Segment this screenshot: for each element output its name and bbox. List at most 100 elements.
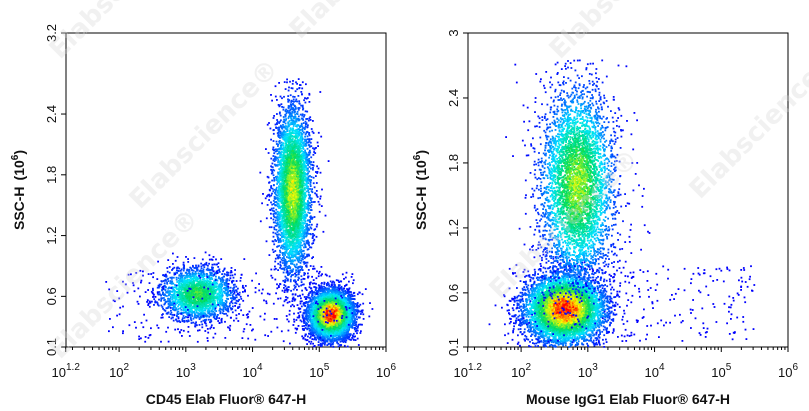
event-point bbox=[160, 283, 163, 286]
event-point bbox=[293, 230, 296, 233]
event-point bbox=[198, 318, 201, 320]
event-point bbox=[180, 289, 183, 292]
event-point bbox=[199, 306, 202, 308]
event-point bbox=[306, 147, 309, 150]
event-point bbox=[277, 284, 280, 287]
event-point bbox=[189, 313, 192, 316]
event-point bbox=[200, 287, 203, 290]
event-point bbox=[208, 316, 211, 318]
event-point bbox=[290, 101, 293, 103]
event-point bbox=[206, 297, 209, 299]
event-point bbox=[277, 127, 280, 129]
event-point bbox=[195, 264, 197, 267]
event-point bbox=[279, 192, 282, 195]
event-point bbox=[171, 298, 174, 301]
event-point bbox=[195, 314, 198, 317]
event-point bbox=[206, 273, 208, 275]
event-point bbox=[183, 297, 186, 300]
event-point bbox=[224, 306, 227, 309]
event-point bbox=[179, 298, 181, 301]
event-point bbox=[162, 280, 165, 282]
event-point bbox=[213, 300, 216, 303]
event-point bbox=[150, 290, 153, 293]
event-point bbox=[275, 177, 278, 180]
event-point bbox=[304, 256, 307, 258]
event-point bbox=[282, 126, 285, 129]
event-point bbox=[279, 221, 281, 223]
event-point bbox=[289, 280, 292, 283]
event-point bbox=[307, 189, 310, 192]
event-point bbox=[215, 289, 217, 292]
event-point bbox=[197, 285, 200, 287]
event-point bbox=[278, 213, 281, 216]
event-point bbox=[296, 249, 299, 252]
event-point bbox=[289, 108, 292, 111]
event-point bbox=[217, 262, 220, 265]
event-point bbox=[196, 268, 199, 271]
event-point bbox=[280, 126, 282, 128]
event-point bbox=[147, 273, 150, 275]
event-point bbox=[181, 288, 184, 290]
event-point bbox=[308, 138, 311, 140]
event-point bbox=[306, 248, 309, 251]
event-point bbox=[197, 277, 200, 280]
event-point bbox=[203, 303, 206, 306]
event-point bbox=[194, 272, 197, 275]
event-point bbox=[206, 292, 208, 294]
event-point bbox=[152, 289, 154, 292]
event-point bbox=[177, 277, 180, 279]
event-point bbox=[304, 244, 307, 247]
event-point bbox=[280, 132, 283, 134]
event-point bbox=[301, 87, 304, 90]
event-point bbox=[288, 265, 290, 267]
event-point bbox=[294, 200, 297, 202]
event-point bbox=[275, 194, 278, 197]
event-point bbox=[270, 207, 273, 210]
event-point bbox=[295, 98, 298, 101]
event-point bbox=[284, 122, 287, 125]
event-point bbox=[197, 282, 200, 285]
event-point bbox=[207, 302, 210, 304]
event-point bbox=[281, 289, 284, 292]
event-point bbox=[180, 297, 182, 299]
event-point bbox=[308, 223, 311, 226]
event-point bbox=[302, 127, 304, 129]
event-point bbox=[284, 196, 287, 199]
event-point bbox=[221, 304, 224, 307]
event-point bbox=[302, 215, 305, 217]
event-point bbox=[306, 255, 308, 258]
event-point bbox=[215, 263, 218, 266]
event-point bbox=[308, 149, 311, 152]
event-point bbox=[292, 260, 295, 263]
event-point bbox=[285, 148, 288, 150]
event-point bbox=[286, 146, 289, 148]
event-point bbox=[182, 297, 185, 300]
event-point bbox=[150, 273, 153, 275]
event-point bbox=[303, 172, 306, 175]
event-point bbox=[208, 258, 211, 261]
event-point bbox=[273, 160, 276, 162]
event-point bbox=[207, 279, 209, 282]
event-point bbox=[295, 257, 298, 260]
event-point bbox=[315, 171, 317, 173]
event-point bbox=[200, 288, 202, 291]
event-point bbox=[303, 206, 306, 209]
event-point bbox=[301, 114, 304, 117]
event-point bbox=[175, 308, 178, 311]
event-point bbox=[156, 303, 159, 306]
event-point bbox=[203, 282, 205, 285]
event-point bbox=[211, 313, 213, 316]
event-point bbox=[207, 307, 210, 310]
event-point bbox=[200, 294, 203, 297]
event-point bbox=[301, 266, 303, 268]
event-point bbox=[199, 278, 202, 281]
event-point bbox=[223, 273, 226, 275]
event-point bbox=[202, 293, 205, 296]
event-point bbox=[240, 298, 243, 300]
event-point bbox=[272, 221, 275, 224]
event-point bbox=[300, 144, 303, 146]
event-point bbox=[223, 268, 226, 271]
event-point bbox=[176, 293, 178, 296]
event-point bbox=[289, 257, 291, 260]
event-point bbox=[156, 286, 159, 289]
